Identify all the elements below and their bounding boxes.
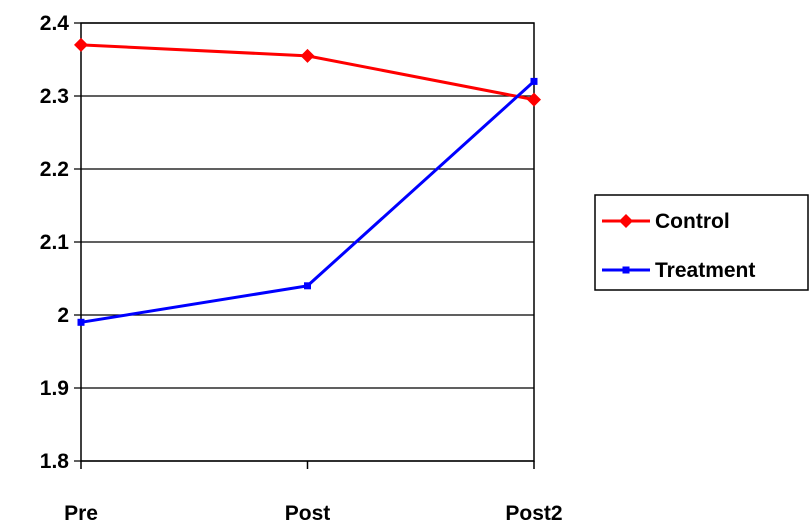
y-tick-label: 2.4	[40, 12, 70, 35]
data-point-control	[300, 48, 315, 63]
data-point-treatment	[530, 77, 538, 85]
legend-swatch-marker	[622, 266, 630, 274]
data-point-treatment	[304, 282, 311, 290]
x-tick-label: Pre	[64, 502, 98, 525]
data-point-treatment	[77, 318, 85, 326]
y-axis-tick-labels: 1.8 1.9 2 2.1 2.2 2.3 2.4	[40, 12, 70, 473]
legend-label: Treatment	[655, 259, 755, 282]
series-group	[74, 37, 541, 326]
x-axis	[80, 461, 535, 469]
legend-item-control: Control	[602, 210, 730, 233]
data-point-control	[527, 92, 541, 107]
y-tick-label: 1.9	[40, 377, 69, 400]
legend-swatch-marker	[619, 214, 633, 228]
legend: Control Treatment	[594, 194, 809, 291]
legend-box	[594, 194, 809, 291]
x-tick-label: Post2	[505, 502, 562, 525]
x-axis-tick-labels: Pre Post Post2	[64, 502, 563, 525]
y-tick-label: 2.1	[40, 231, 70, 254]
series-treatment	[77, 77, 538, 326]
y-tick-label: 1.8	[40, 450, 70, 473]
x-tick-label: Post	[285, 502, 331, 525]
series-control	[74, 37, 541, 107]
legend-item-treatment: Treatment	[602, 259, 755, 282]
data-point-control	[74, 37, 88, 52]
legend-label: Control	[655, 210, 730, 233]
y-tick-label: 2	[57, 304, 69, 327]
y-tick-label: 2.3	[40, 85, 69, 108]
gridlines	[74, 22, 534, 462]
y-tick-label: 2.2	[40, 158, 69, 181]
